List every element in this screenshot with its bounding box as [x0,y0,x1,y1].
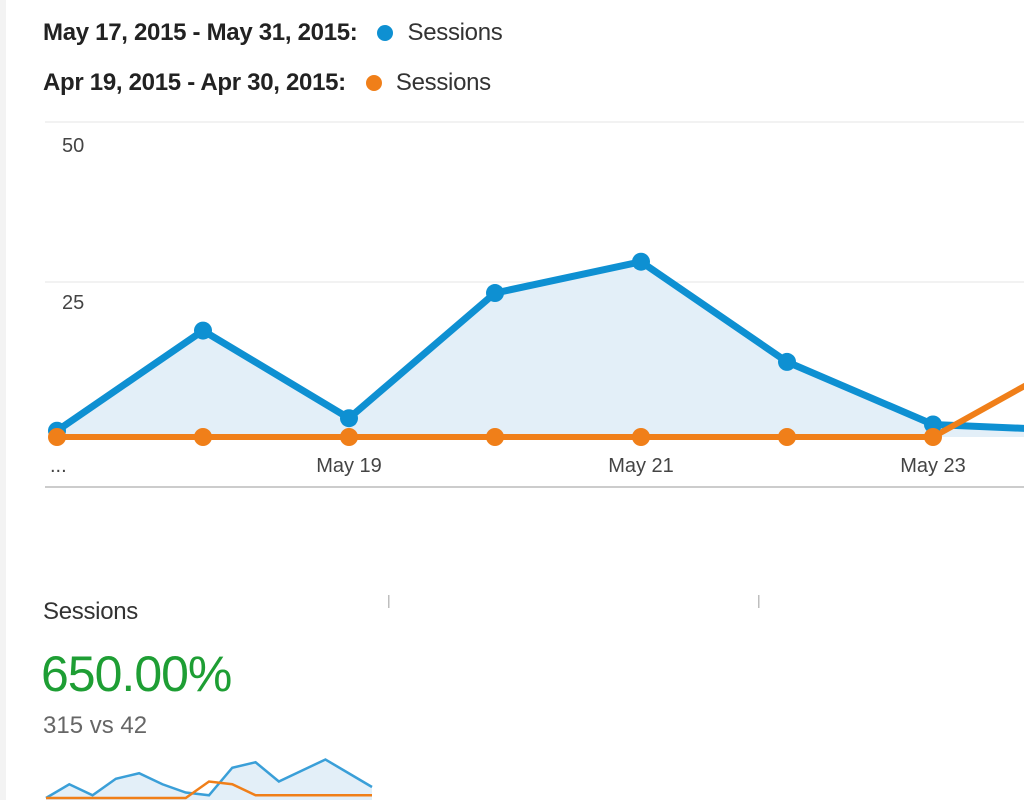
legend-row-current: May 17, 2015 - May 31, 2015: Sessions [43,18,503,48]
legend-series-previous: Sessions [395,69,491,96]
metric-change-percent: 650.00% [41,646,232,702]
x-tick-label: May 19 [316,455,382,477]
x-tick-label: May 23 [900,455,966,477]
data-point-current[interactable] [924,415,942,434]
sparkline-area [46,759,372,800]
sparkline-line-previous [46,780,372,800]
legend-dot-current [377,25,394,41]
data-point-current[interactable] [632,252,650,271]
series-line-current [55,258,1024,434]
x-tick-label: May 21 [608,455,674,477]
data-point-previous[interactable] [486,428,504,446]
y-tick-label: 50 [62,135,84,157]
left-edge-strip [0,0,6,800]
legend-series-current: Sessions [407,19,503,46]
data-point-current[interactable] [486,284,504,303]
legend-range-previous: Apr 19, 2015 - Apr 30, 2015: [43,69,346,96]
y-tick-label: 25 [62,292,84,314]
separator-tick: | [757,592,761,608]
sessions-line-chart[interactable]: 50 25... May 19 May 21 May 23 [0,0,1024,500]
legend-row-previous: Apr 19, 2015 - Apr 30, 2015: Sessions [43,68,491,98]
metric-comparison: 315 vs 42 [43,712,148,739]
data-point-previous[interactable] [632,428,650,446]
data-point-previous[interactable] [778,428,796,446]
data-point-previous[interactable] [340,428,358,446]
metric-label: Sessions [43,598,138,625]
legend-range-current: May 17, 2015 - May 31, 2015: [43,19,358,46]
series-area-current [57,261,1024,437]
data-point-previous[interactable] [48,428,66,446]
data-point-previous[interactable] [924,428,942,446]
x-tick-label: ... [50,455,67,477]
sessions-sparkline [45,758,373,800]
series-line-previous [57,382,1024,440]
data-point-current[interactable] [340,409,358,428]
legend-dot-previous [365,75,382,91]
data-point-previous[interactable] [194,428,212,446]
separator-tick: | [387,592,391,608]
data-point-current[interactable] [778,352,796,371]
data-point-current[interactable] [194,321,212,340]
sparkline-line-current [45,758,373,800]
